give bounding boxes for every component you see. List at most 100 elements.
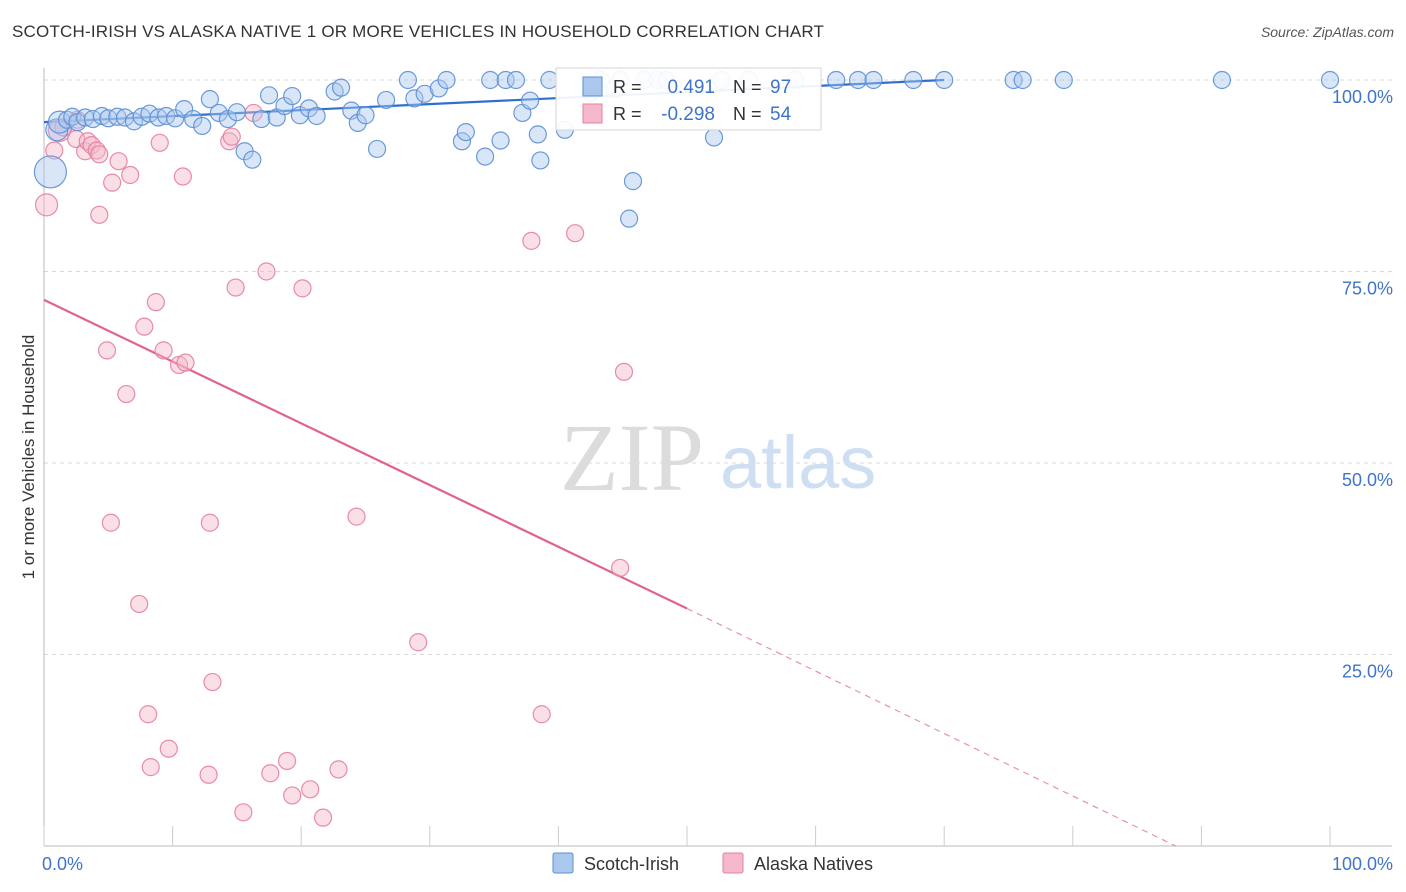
scotch-irish-point [475, 147, 495, 166]
legend-r-label: R = [613, 77, 642, 97]
alaska-natives-point [82, 136, 101, 155]
scotch-irish-point [437, 70, 456, 90]
alaska-natives-point [103, 173, 122, 192]
alaska-natives-point [199, 765, 218, 784]
scotch-irish-point [864, 70, 883, 90]
alaska-natives-point [146, 293, 165, 312]
scotch-irish-point [209, 103, 228, 123]
legend-n-label: N = [733, 104, 762, 124]
scotch-irish-point [356, 106, 375, 125]
alaska-natives-point [566, 224, 585, 243]
scotch-irish-point [481, 70, 500, 90]
scotch-irish-point [405, 89, 424, 108]
alaska-natives-point [173, 167, 192, 186]
alaska-natives-point [226, 278, 245, 297]
legend-r-label: R = [613, 104, 642, 124]
scotch-irish-point [259, 86, 279, 105]
scotch-irish-point [935, 70, 954, 90]
scotch-irish-point [623, 172, 643, 191]
scotch-irish-point [827, 70, 846, 90]
alaska-natives-point [301, 780, 320, 799]
scotch-irish-point [307, 106, 326, 126]
scotch-irish-point [348, 113, 367, 132]
scotch-irish-point [506, 70, 526, 90]
alaska-natives-point [200, 513, 219, 532]
alaska-natives-point [203, 672, 222, 692]
alaska-natives-point [176, 353, 195, 372]
alaska-natives-point [109, 152, 128, 171]
scotch-irish-point [415, 84, 434, 103]
scotch-irish-point [620, 209, 639, 228]
scotch-irish-point [193, 116, 212, 136]
alaska-natives-point [139, 705, 158, 724]
x-tick-label: 0.0% [42, 854, 83, 874]
alaska-natives-point [150, 133, 169, 152]
alaska-natives-point [522, 231, 541, 250]
scotch-irish-point [252, 109, 271, 129]
scotch-irish-point [904, 70, 923, 90]
correlation-legend: R = 0.491 N = 97 R = -0.298 N = 54 [555, 67, 822, 131]
scotch-irish-legend-label: Scotch-Irish [584, 854, 679, 874]
scotch-irish-legend-swatch [552, 852, 574, 874]
watermark: ZIP atlas [560, 404, 876, 511]
alaska-natives-point [159, 739, 178, 758]
scotch-irish-point [398, 70, 418, 90]
watermark-atlas: atlas [720, 421, 876, 504]
alaska-natives-points [34, 103, 634, 827]
scotch-irish-point [275, 96, 294, 116]
scotch-irish-point [184, 109, 203, 129]
alaska-natives-point [90, 205, 109, 224]
y-tick-label: 25.0% [1342, 662, 1393, 682]
alaska-natives-point [532, 705, 551, 724]
alaska-natives-point [141, 758, 160, 777]
scotch-irish-point [367, 139, 387, 159]
legend-n-value: 54 [770, 104, 792, 125]
alaska-natives-point [34, 193, 59, 217]
series-legend: Scotch-Irish Alaska Natives [552, 852, 873, 874]
scotch-irish-point [491, 131, 510, 150]
alaska-natives-point [101, 513, 120, 532]
watermark-zip: ZIP [560, 404, 704, 511]
y-tick-label: 75.0% [1342, 279, 1393, 299]
alaska-natives-point [90, 145, 109, 164]
chart-title: SCOTCH-IRISH VS ALASKA NATIVE 1 OR MORE … [12, 22, 825, 41]
scotch-irish-point [175, 100, 194, 119]
alaska-natives-swatch [582, 103, 603, 124]
alaska-natives-trend-extension [686, 608, 1176, 847]
scotch-irish-point [528, 125, 547, 144]
scotch-irish-points [33, 70, 1340, 228]
alaska-natives-point [154, 341, 173, 360]
alaska-natives-point [222, 127, 241, 146]
scotch-irish-point [200, 90, 219, 109]
scotch-irish-point [521, 91, 540, 110]
alaska-natives-point [277, 751, 297, 771]
y-axis-label-group: 1 or more Vehicles in Household [19, 335, 38, 580]
scotch-irish-point [283, 86, 302, 106]
y-axis-label: 1 or more Vehicles in Household [19, 335, 38, 580]
x-tick-label: 100.0% [1332, 854, 1393, 874]
y-tick-label: 100.0% [1332, 87, 1393, 107]
alaska-natives-point [611, 558, 630, 578]
alaska-natives-point [293, 279, 312, 298]
alaska-natives-point [117, 384, 136, 404]
scotch-irish-point [540, 70, 559, 90]
alaska-natives-point [347, 507, 366, 526]
alaska-natives-point [257, 262, 276, 281]
scotch-irish-point [1054, 70, 1073, 90]
scotch-irish-point [452, 132, 472, 151]
alaska-natives-point [313, 808, 333, 827]
scotch-irish-point [531, 151, 550, 170]
scotch-irish-point [1320, 70, 1340, 90]
legend-r-value: 0.491 [667, 77, 715, 98]
axes: 25.0% 50.0% 75.0% 100.0% 0.0% 100.0% [42, 68, 1393, 874]
legend-r-value: -0.298 [661, 104, 715, 125]
scotch-irish-point [848, 70, 868, 90]
alaska-natives-legend-label: Alaska Natives [754, 854, 873, 874]
alaska-natives-point [121, 165, 140, 185]
scotch-irish-point [227, 103, 246, 122]
legend-n-value: 97 [770, 77, 791, 98]
scotch-irish-point [1013, 70, 1032, 90]
alaska-natives-point [130, 594, 149, 614]
scotch-irish-point [243, 150, 262, 169]
